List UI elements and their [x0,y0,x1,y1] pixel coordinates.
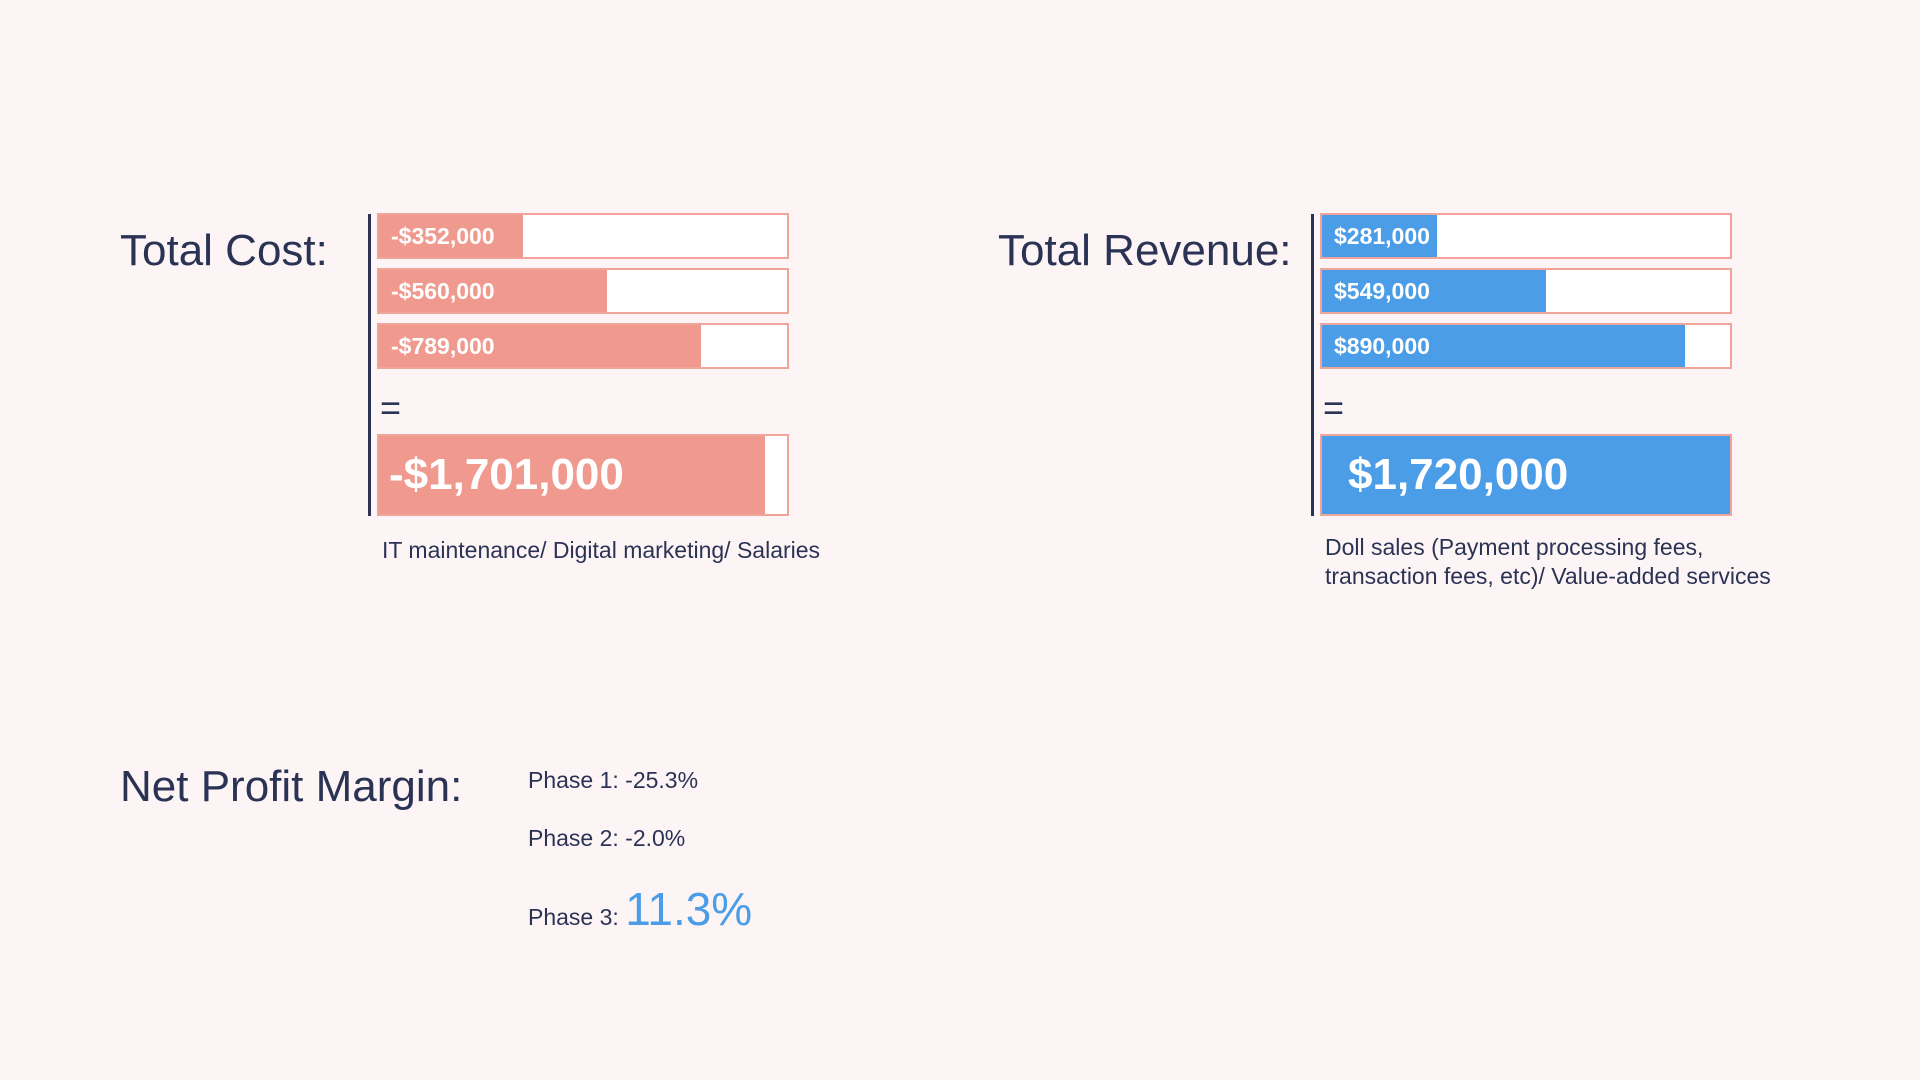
revenue-bar-track-3: $890,000 [1320,323,1732,369]
cost-total-bar [379,436,765,514]
phase2-margin: Phase 2: -2.0% [528,825,686,851]
revenue-bar-1 [1322,215,1437,257]
cost-bar-label-1: -$352,000 [391,222,495,249]
cost-bar-label-3: -$789,000 [391,332,495,359]
total-revenue-title: Total Revenue: [998,226,1292,275]
cost-equals-sign: = [380,387,402,428]
phase3-value: 11.3% [625,883,753,935]
phase1-margin: Phase 1: -25.3% [528,767,699,793]
revenue-total-label: $1,720,000 [1348,450,1569,499]
cost-bar-2 [379,270,608,312]
revenue-bar-label-1: $281,000 [1334,222,1430,249]
revenue-caption: Doll sales (Payment processing fees, tra… [1325,533,1771,591]
cost-bar-1 [379,215,523,257]
revenue-total-bar [1322,436,1730,514]
cost-caption: IT maintenance/ Digital marketing/ Salar… [382,537,821,563]
revenue-bar-3 [1322,325,1686,367]
revenue-total-bar-track: $1,720,000 [1320,434,1732,516]
revenue-equals-sign: = [1323,387,1345,428]
cost-total-bar-track: -$1,701,000 [377,434,789,516]
revenue-caption-line2: transaction fees, etc)/ Value-added serv… [1325,563,1771,589]
revenue-bar-track-1: $281,000 [1320,213,1732,259]
cost-bar-track-3: -$789,000 [377,323,789,369]
revenue-bar-2 [1322,270,1546,312]
phase3-margin: Phase 3: 11.3% [528,882,752,936]
cost-divider-line [368,214,371,516]
revenue-divider-line [1311,214,1314,516]
phase3-label: Phase 3: [528,904,619,930]
cost-bar-track-1: -$352,000 [377,213,789,259]
total-cost-title: Total Cost: [120,226,328,275]
cost-total-label: -$1,701,000 [389,450,624,499]
cost-bar-track-2: -$560,000 [377,268,789,314]
revenue-bar-label-3: $890,000 [1334,332,1430,359]
net-profit-margin-title: Net Profit Margin: [120,762,463,811]
revenue-bar-label-2: $549,000 [1334,277,1430,304]
revenue-bar-track-2: $549,000 [1320,268,1732,314]
cost-bar-3 [379,325,701,367]
revenue-caption-line1: Doll sales (Payment processing fees, [1325,534,1704,560]
cost-bar-label-2: -$560,000 [391,277,495,304]
